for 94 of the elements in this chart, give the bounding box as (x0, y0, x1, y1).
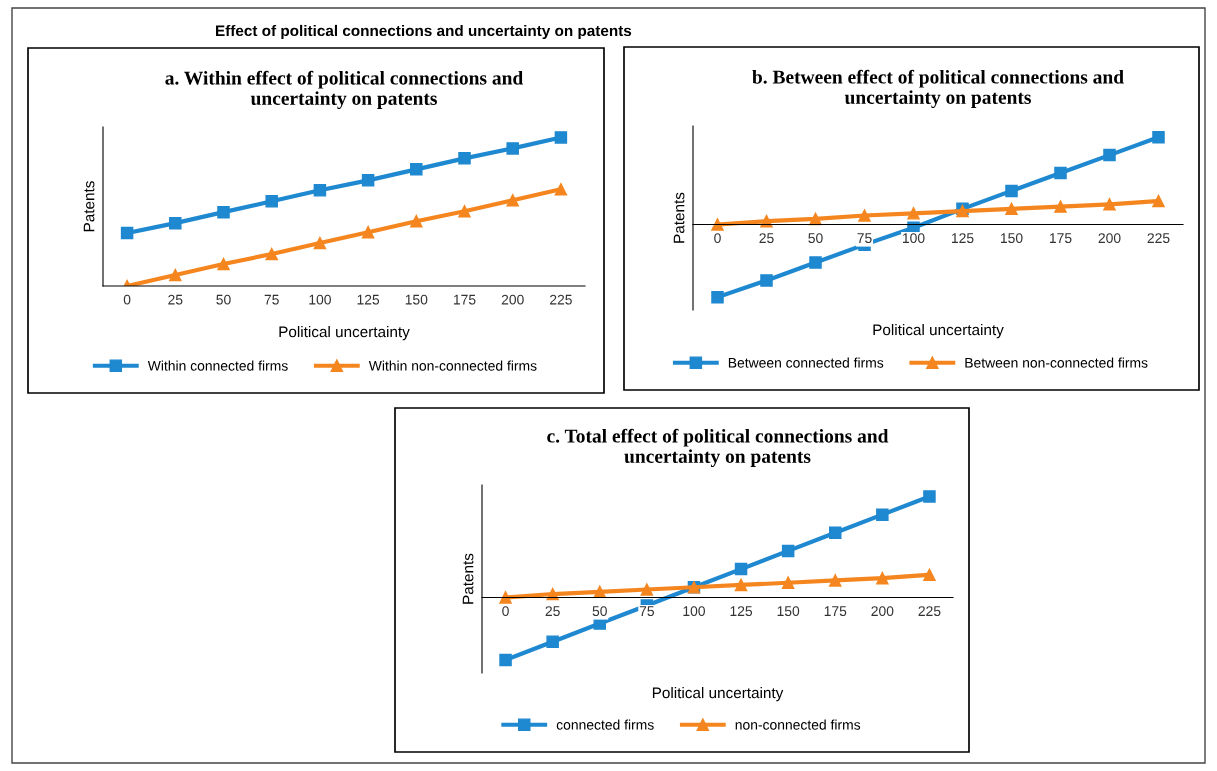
x-tick-label: 0 (502, 606, 509, 617)
point (876, 571, 889, 585)
point (313, 184, 327, 197)
point (1005, 184, 1018, 198)
legend-label: Within connected firms (147, 360, 288, 371)
legend-label: non-connected firms (735, 719, 861, 730)
point (640, 583, 654, 596)
point (554, 131, 568, 144)
point (361, 174, 375, 187)
x-tick-label: 200 (501, 294, 524, 305)
x-tick-label: 150 (777, 606, 800, 617)
x-axis-title: Political uncertainty (279, 326, 410, 341)
point (781, 576, 795, 589)
point (593, 585, 607, 599)
point (711, 218, 724, 231)
x-tick-label: 225 (918, 606, 941, 617)
point (554, 183, 568, 196)
point (1054, 200, 1067, 213)
x-tick-label: 225 (550, 294, 572, 305)
x-tick-label: 200 (1098, 233, 1121, 244)
point (828, 574, 842, 587)
point (1005, 202, 1018, 216)
x-tick-label: 225 (1147, 233, 1170, 244)
point (546, 635, 559, 648)
point (120, 226, 134, 240)
x-tick-label: 175 (453, 294, 476, 305)
y-axis-title: Patents (462, 553, 474, 604)
x-tick-label: 150 (1000, 233, 1023, 244)
point (923, 490, 936, 503)
point (458, 152, 471, 165)
point (458, 205, 471, 218)
x-tick-label: 0 (714, 233, 721, 244)
point (361, 225, 375, 239)
point (313, 236, 327, 250)
x-tick-label: 100 (902, 233, 925, 244)
x-tick-label: 175 (1049, 233, 1072, 244)
chart-title: b. Between effect of political connections and uncertainty on patents (752, 69, 1124, 108)
y-axis-title: Patents (83, 181, 95, 232)
point (711, 290, 724, 304)
point (265, 195, 278, 208)
point (1152, 130, 1165, 144)
point (169, 268, 182, 282)
x-tick-label: 75 (264, 294, 279, 305)
point (923, 568, 936, 581)
x-tick-label: 25 (759, 233, 774, 244)
x-tick-label: 100 (309, 294, 331, 305)
point (828, 526, 842, 540)
x-tick-label: 75 (639, 606, 654, 617)
x-tick-label: 175 (824, 606, 847, 617)
point (499, 653, 512, 667)
point (1054, 166, 1067, 180)
x-axis-title: Political uncertainty (652, 687, 784, 702)
x-tick-label: 50 (592, 606, 607, 617)
point (809, 256, 822, 269)
x-tick-label: 25 (545, 606, 560, 617)
x-tick-label: 200 (871, 606, 894, 617)
legend-label: Within non-connected firms (368, 360, 537, 371)
text: Effect of political connections and uncertainty on patents (216, 24, 632, 40)
point (499, 591, 512, 604)
point (907, 207, 920, 220)
x-tick-label: 50 (216, 294, 231, 305)
point (265, 247, 278, 261)
x-tick-label: 125 (357, 294, 380, 305)
point (1103, 148, 1116, 162)
x-tick-label: 25 (168, 294, 183, 305)
legend-label: Between non-connected firms (965, 357, 1148, 368)
point (217, 257, 230, 271)
chart-title: a. Within effect of political connections and uncertainty on patents (165, 70, 524, 109)
x-tick-label: 125 (951, 233, 974, 244)
x-axis-title: Political uncertainty (873, 324, 1004, 339)
x-tick-label: 0 (123, 294, 131, 305)
point (217, 205, 230, 219)
point (781, 544, 795, 558)
x-tick-label: 150 (405, 294, 428, 305)
legend-label: connected firms (556, 719, 654, 730)
x-tick-label: 50 (808, 233, 823, 244)
legend-label: Between connected firms (728, 357, 884, 368)
x-tick-label: 100 (683, 606, 705, 617)
point (410, 214, 423, 228)
point (410, 163, 423, 176)
point (876, 508, 889, 521)
y-axis-title: Patents (673, 192, 685, 243)
point (1103, 198, 1116, 211)
chart-title: c. Total effect of political connections and uncertainty on patents (547, 428, 889, 467)
point (734, 578, 748, 592)
point (760, 274, 773, 287)
point (858, 209, 871, 222)
point (506, 142, 519, 155)
point (169, 216, 182, 230)
point (1152, 194, 1165, 208)
point (734, 562, 748, 576)
x-tick-label: 125 (730, 606, 753, 617)
point (506, 194, 519, 207)
x-tick-label: 75 (857, 233, 872, 244)
